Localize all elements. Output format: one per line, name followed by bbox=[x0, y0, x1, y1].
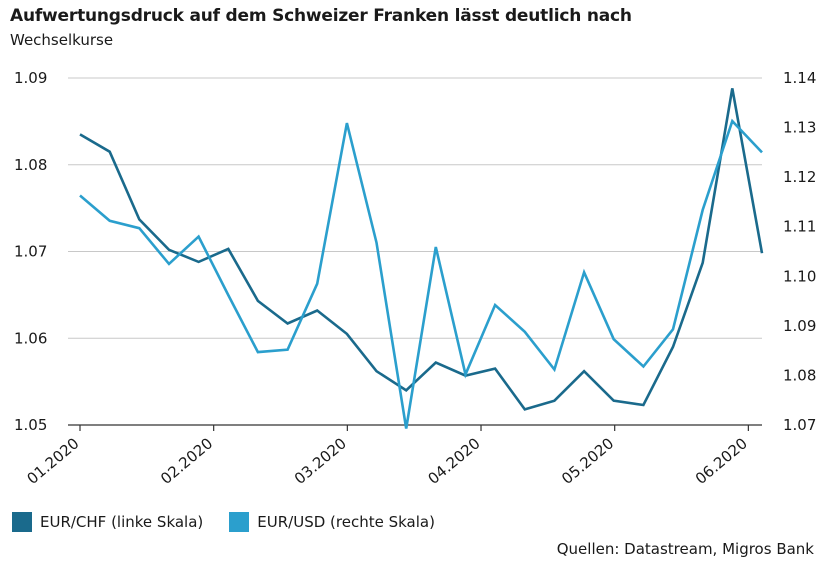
x-tick-label: 06.2020 bbox=[692, 434, 751, 488]
y-left-tick-label: 1.09 bbox=[14, 69, 47, 87]
y-right-tick-label: 1.11 bbox=[783, 218, 816, 236]
chart-title: Aufwertungsdruck auf dem Schweizer Frank… bbox=[10, 6, 632, 26]
y-left-tick-label: 1.07 bbox=[14, 243, 47, 261]
y-right-tick-label: 1.07 bbox=[783, 416, 816, 434]
legend-label-eurchf: EUR/CHF (linke Skala) bbox=[40, 513, 204, 531]
y-right-tick-label: 1.14 bbox=[783, 69, 816, 87]
y-right-tick-label: 1.10 bbox=[783, 267, 816, 285]
legend-item-eurusd: EUR/USD (rechte Skala) bbox=[229, 512, 435, 532]
x-tick-label: 03.2020 bbox=[291, 434, 350, 488]
x-tick-label: 02.2020 bbox=[157, 434, 216, 488]
legend-label-eurusd: EUR/USD (rechte Skala) bbox=[257, 513, 435, 531]
y-right-tick-label: 1.09 bbox=[783, 317, 816, 335]
x-tick-label: 05.2020 bbox=[558, 434, 617, 488]
series-line-eurchf bbox=[79, 88, 764, 411]
legend-item-eurchf: EUR/CHF (linke Skala) bbox=[12, 512, 203, 532]
y-left-tick-label: 1.05 bbox=[14, 416, 47, 434]
legend-swatch-eurusd bbox=[229, 512, 250, 532]
legend-swatch-eurchf bbox=[12, 512, 32, 532]
x-tick-label: 01.2020 bbox=[23, 434, 82, 488]
y-right-tick-label: 1.08 bbox=[783, 366, 816, 384]
x-tick-label: 04.2020 bbox=[424, 434, 483, 488]
y-right-tick-label: 1.13 bbox=[783, 119, 816, 137]
source-note: Quellen: Datastream, Migros Bank bbox=[556, 540, 814, 558]
chart-legend: EUR/CHF (linke Skala) EUR/USD (rechte Sk… bbox=[12, 512, 435, 532]
y-right-tick-label: 1.12 bbox=[783, 168, 816, 186]
y-left-tick-label: 1.06 bbox=[14, 329, 47, 347]
y-left-tick-label: 1.08 bbox=[14, 156, 47, 174]
series-line-eurusd bbox=[79, 118, 763, 429]
chart-subtitle: Wechselkurse bbox=[10, 31, 114, 49]
